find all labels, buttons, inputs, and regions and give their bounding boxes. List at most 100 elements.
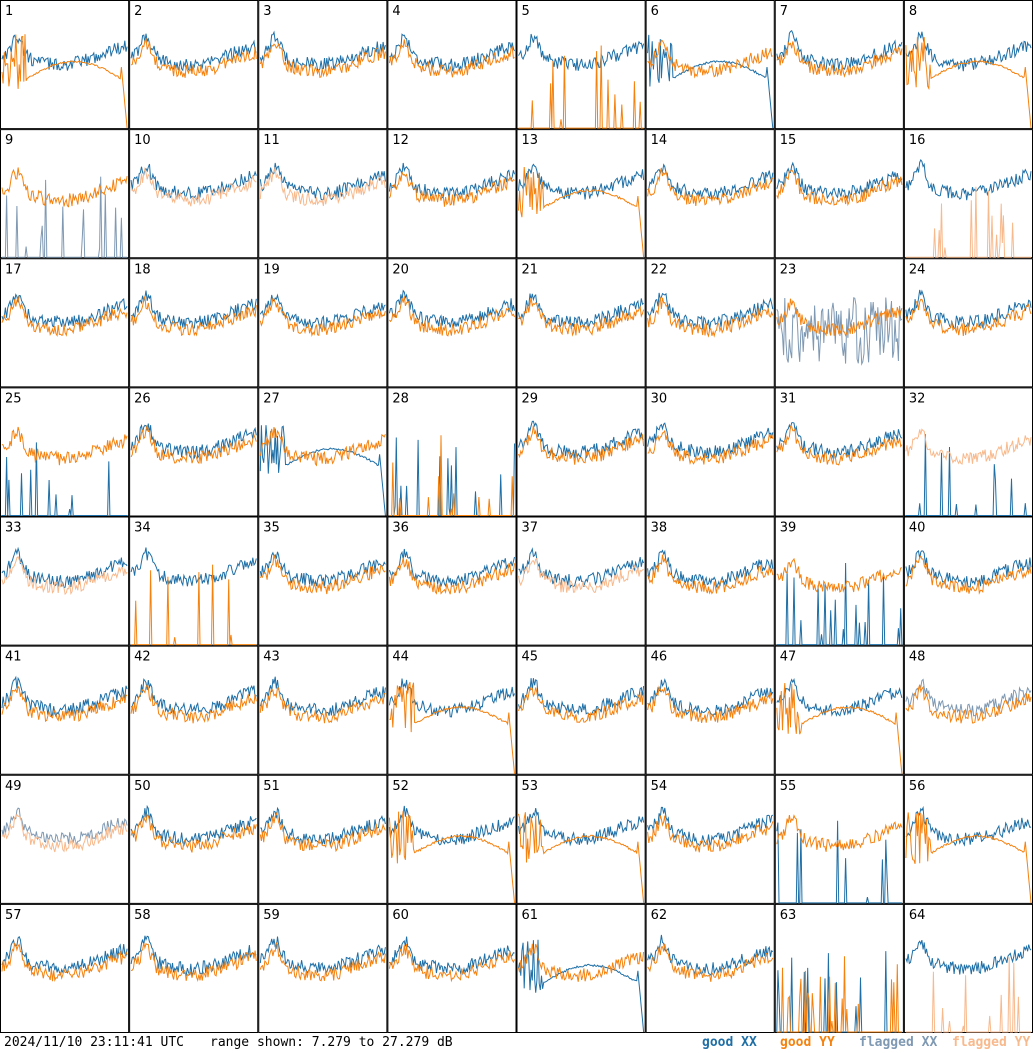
series-yy [647,554,774,595]
tile-10: 10 [129,129,259,259]
tile-32: 32 [903,387,1033,517]
series-xx [130,804,257,847]
tile-55: 55 [774,774,904,904]
series-xx [905,159,1032,201]
tile-label: 18 [134,262,151,277]
tile-46: 46 [645,645,775,775]
tile-22: 22 [645,258,775,388]
series-yy [905,812,1032,903]
tile-border [0,258,130,388]
tile-label: 57 [5,908,22,923]
series-yy [1,295,128,338]
tile-border [903,258,1033,388]
series-yy [518,686,645,723]
tile-36: 36 [387,516,517,646]
series-xx [647,934,774,976]
tile-38: 38 [645,516,775,646]
series-xx [776,820,902,904]
tile-border [645,774,775,904]
tile-label: 44 [392,650,409,665]
tile-label: 41 [5,650,22,665]
series-xx [130,678,257,717]
tile-39: 39 [774,516,904,646]
tile-59: 59 [258,903,388,1033]
tile-13: 13 [516,129,646,259]
series-xx [518,33,645,71]
series-yy [389,681,515,774]
tile-label: 39 [780,521,797,536]
tile-label: 37 [522,521,539,536]
tile-label: 15 [780,133,797,148]
series-yy [905,957,1031,1033]
series-yy [131,564,257,646]
series-yy [259,554,386,595]
series-yy [776,425,903,466]
tile-label: 22 [651,262,668,277]
tile-label: 11 [263,133,280,148]
series-xx [518,808,645,847]
tile-label: 17 [5,262,22,277]
tile-border [258,258,388,388]
tile-61: 61 [516,903,646,1033]
tile-label: 14 [651,133,668,148]
tile-label: 63 [780,908,797,923]
tile-label: 21 [522,262,539,277]
series-xx [776,29,903,72]
tile-border [645,645,775,775]
tile-64: 64 [903,903,1033,1033]
series-xx [2,176,128,258]
tile-border [645,903,775,1033]
tile-label: 5 [522,4,530,19]
series-yy [647,815,774,853]
series-yy [518,297,645,337]
tile-34: 34 [129,516,259,646]
tile-border [774,129,904,259]
series-yy [259,297,386,337]
tile-label: 33 [5,521,22,536]
tile-label: 53 [522,779,539,794]
tile-54: 54 [645,774,775,904]
series-xx [130,163,257,201]
tile-label: 28 [392,391,409,406]
tile-label: 10 [134,133,151,148]
tile-label: 60 [392,908,409,923]
series-yy [905,555,1032,595]
series-yy [259,811,386,853]
series-yy [130,37,257,78]
tile-26: 26 [129,387,259,517]
series-xx [776,562,903,646]
tile-label: 24 [909,262,926,277]
series-xx [259,425,386,516]
series-xx [518,939,645,1033]
tile-border [129,645,259,775]
series-yy [259,166,386,207]
tile-label: 36 [392,521,409,536]
series-xx [1,675,128,718]
series-xx [2,442,128,516]
legend-flagged-xx: flagged XX [859,1035,938,1050]
tile-label: 45 [522,650,539,665]
tile-label: 27 [263,391,280,406]
series-xx [1,546,128,589]
tile-label: 2 [134,4,142,19]
tile-label: 4 [392,4,400,19]
tile-5: 5 [516,0,646,130]
timestamp: 2024/11/10 23:11:41 UTC [4,1035,185,1050]
series-yy [776,298,903,337]
tile-label: 34 [134,521,151,536]
tile-border [903,387,1033,517]
tile-label: 40 [909,521,926,536]
tile-47: 47 [774,645,904,775]
tile-label: 35 [263,521,280,536]
tile-8: 8 [903,0,1033,130]
series-xx [518,420,644,459]
tile-border [903,903,1033,1033]
tile-label: 59 [263,908,280,923]
series-xx [518,678,645,716]
series-yy [905,37,1032,129]
series-yy [776,557,903,593]
tile-label: 32 [909,391,926,406]
tile-21: 21 [516,258,646,388]
footer: 2024/11/10 23:11:41 UTC range shown: 7.2… [0,1033,1033,1053]
tile-label: 56 [909,779,926,794]
